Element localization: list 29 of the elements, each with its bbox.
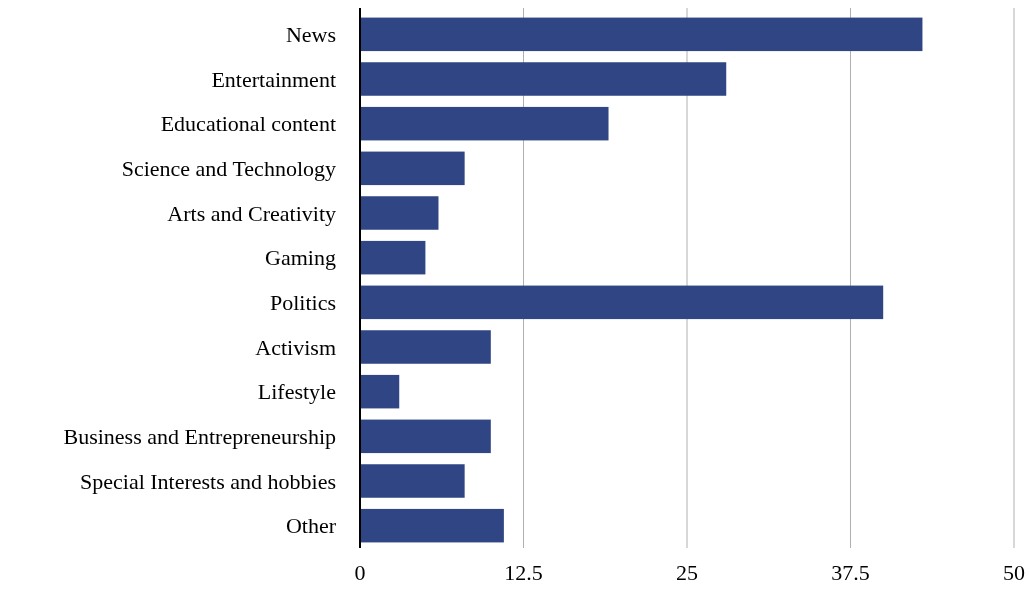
y-tick-label: Politics xyxy=(269,289,336,315)
bar xyxy=(360,151,465,186)
bar xyxy=(360,17,923,52)
bar xyxy=(360,508,504,543)
y-tick-label: Gaming xyxy=(265,245,336,271)
y-tick-label: News xyxy=(285,21,336,47)
y-tick-label: Activism xyxy=(255,334,336,360)
bar xyxy=(360,240,426,275)
bar xyxy=(360,464,465,498)
x-tick-label: 37.5 xyxy=(831,560,870,585)
y-tick-label: Lifestyle xyxy=(257,379,336,405)
y-tick-label: Other xyxy=(285,513,337,539)
bar xyxy=(360,196,439,230)
y-tick-label: Science and Technology xyxy=(121,155,336,181)
x-tick-label: 0 xyxy=(354,560,366,585)
y-tick-label: Business and Entrepreneurship xyxy=(63,423,336,449)
x-tick-label: 50 xyxy=(1003,560,1025,585)
y-tick-label: Entertainment xyxy=(211,66,336,92)
bar xyxy=(360,62,727,96)
y-tick-label: Arts and Creativity xyxy=(167,200,336,226)
bar xyxy=(360,285,884,320)
bar xyxy=(360,374,400,409)
y-tick-label: Educational content xyxy=(160,111,336,137)
y-tick-label: Special Interests and hobbies xyxy=(80,468,336,494)
x-tick-label: 12.5 xyxy=(504,560,543,585)
bar xyxy=(360,330,491,364)
bar xyxy=(360,106,609,141)
x-tick-label: 25 xyxy=(676,560,698,585)
bar xyxy=(360,419,491,454)
